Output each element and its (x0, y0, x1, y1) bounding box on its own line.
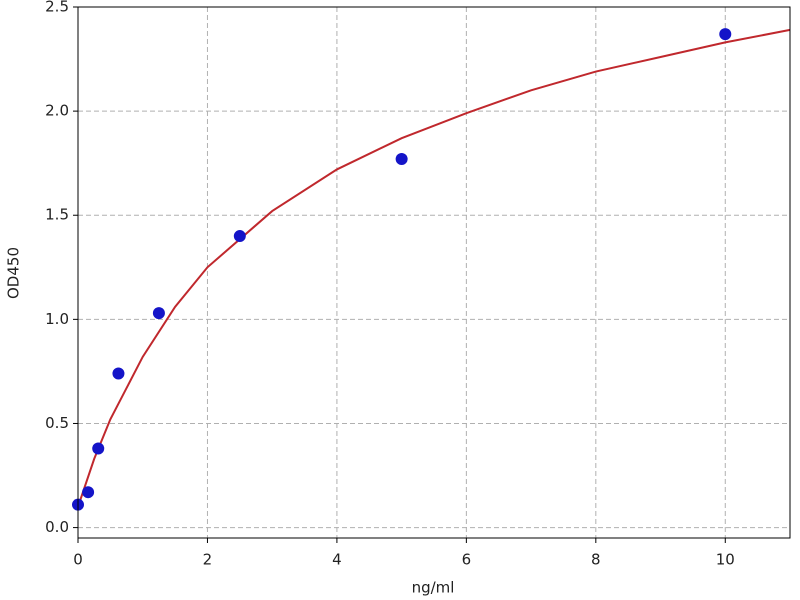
data-point (152, 307, 165, 320)
x-tick-label: 2 (203, 551, 213, 569)
data-point (112, 367, 125, 380)
data-point (233, 230, 246, 243)
data-point (92, 442, 105, 455)
x-tick-label: 0 (73, 551, 83, 569)
x-tick-label: 10 (716, 551, 735, 569)
y-tick-label: 0.0 (45, 518, 69, 536)
y-tick-label: 0.5 (45, 414, 69, 432)
fit-curve (77, 28, 791, 508)
x-tick-label: 4 (332, 551, 342, 569)
x-tick-label: 6 (462, 551, 472, 569)
x-axis-label: ng/ml (412, 579, 455, 597)
y-tick-label: 1.5 (45, 206, 69, 224)
data-point (395, 153, 408, 166)
x-tick-label: 8 (591, 551, 601, 569)
plot-area (78, 7, 790, 538)
y-tick-label: 2.0 (45, 102, 69, 120)
plot-frame (77, 6, 791, 539)
data-point (719, 28, 732, 41)
data-point (82, 486, 95, 499)
y-tick-label: 2.5 (45, 0, 69, 16)
y-axis-label: OD450 (5, 247, 23, 299)
y-tick-label: 1.0 (45, 310, 69, 328)
